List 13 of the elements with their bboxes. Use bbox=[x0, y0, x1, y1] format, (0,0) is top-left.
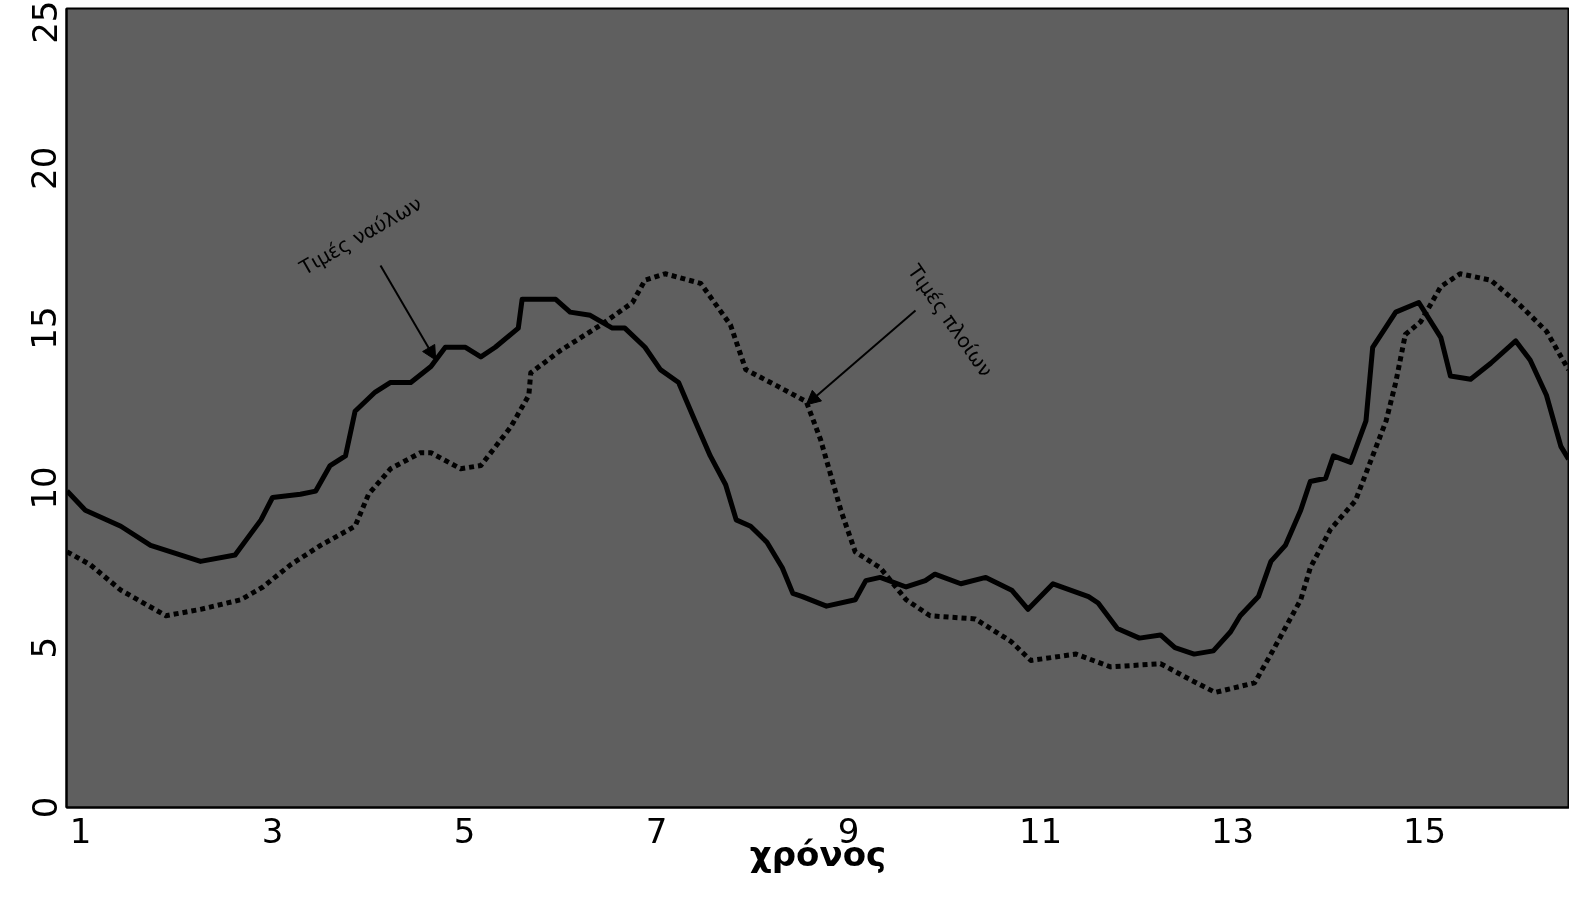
y-tick-label: 0 bbox=[24, 796, 65, 819]
y-tick-label: 5 bbox=[24, 636, 65, 659]
x-tick-label: 1 bbox=[69, 810, 92, 851]
x-tick-label: 7 bbox=[645, 810, 668, 851]
y-tick-label: 10 bbox=[24, 466, 65, 510]
x-tick-label: 11 bbox=[1018, 810, 1063, 851]
x-tick-label: 15 bbox=[1402, 810, 1447, 851]
x-tick-label: 13 bbox=[1210, 810, 1255, 851]
y-tick-label: 25 bbox=[24, 0, 65, 44]
y-tick-label: 15 bbox=[24, 306, 65, 350]
x-tick-label: 5 bbox=[453, 810, 476, 851]
y-tick-label: 20 bbox=[24, 146, 65, 190]
x-tick-label: 3 bbox=[261, 810, 284, 851]
